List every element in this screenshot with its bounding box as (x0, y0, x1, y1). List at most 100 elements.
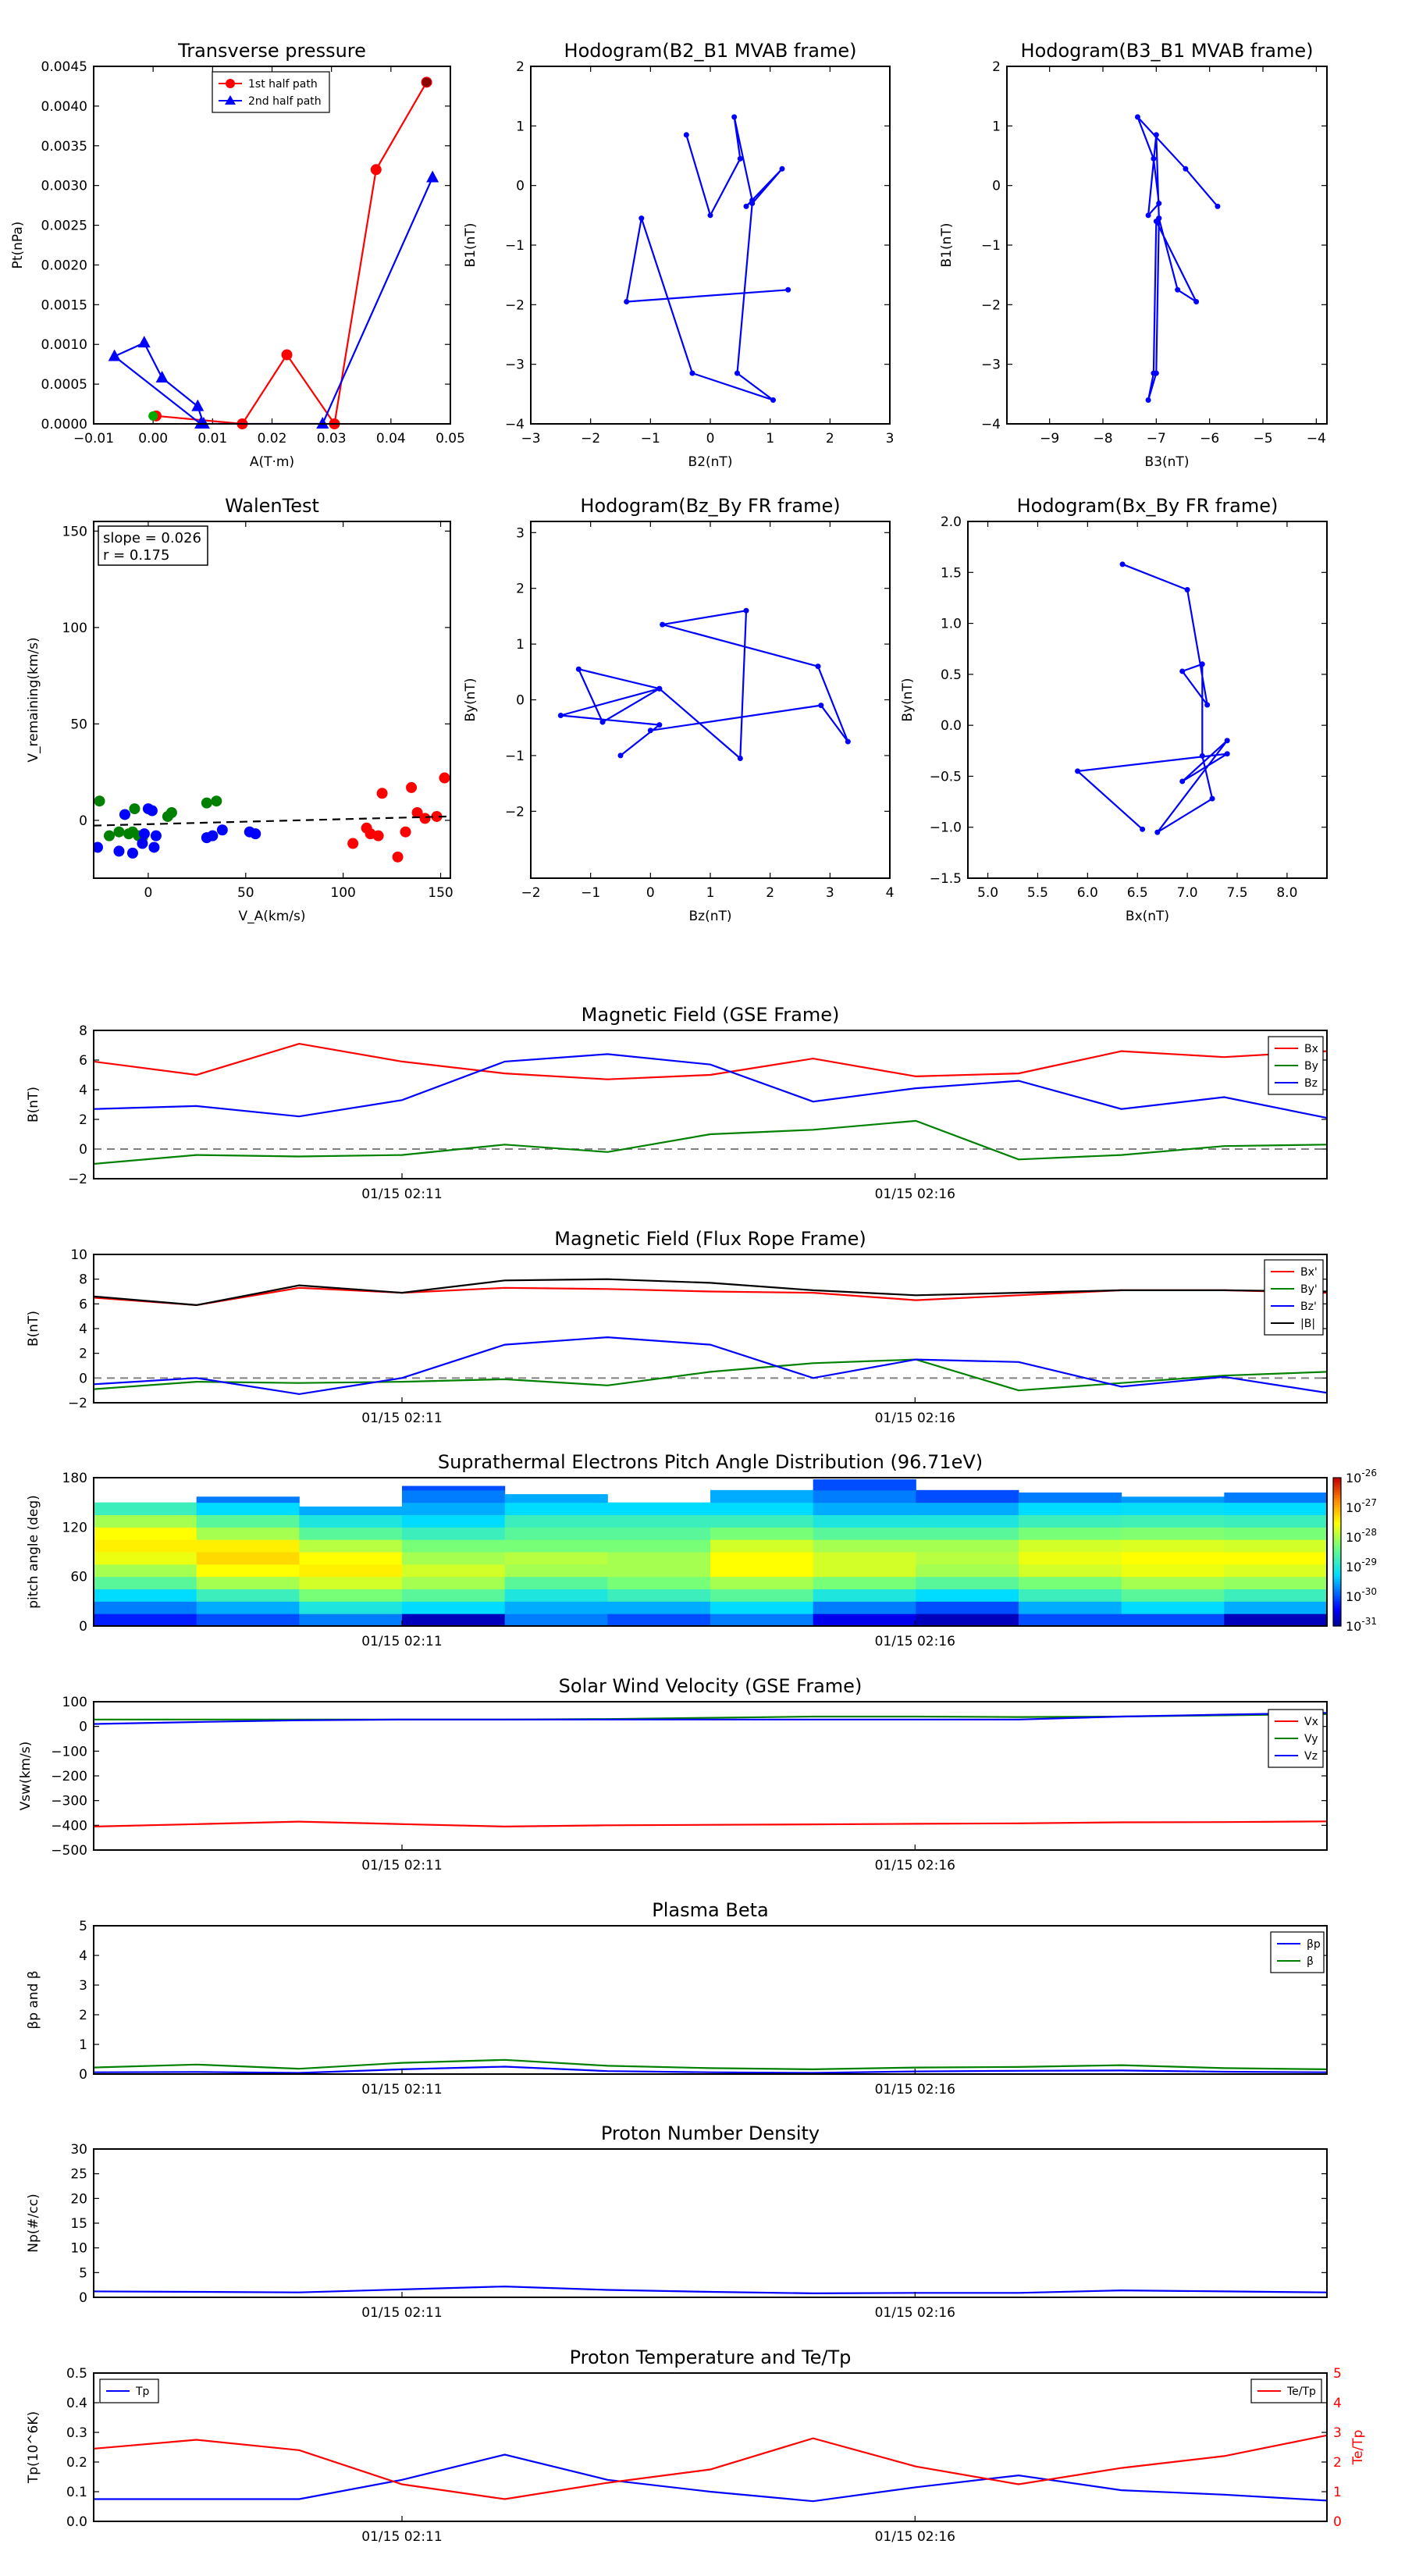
colorbar-label: 10-30 (1346, 1586, 1377, 1604)
heatmap-cell (1121, 1601, 1225, 1614)
series-line (94, 1712, 1327, 1725)
time-tick-label: 01/15 02:11 (361, 2082, 442, 2097)
y-axis-label: B(nT) (26, 1311, 41, 1347)
heatmap-cell (607, 1564, 711, 1578)
y-tick-label: 1.5 (941, 565, 962, 581)
heatmap-cell (916, 1614, 1019, 1627)
heatmap-cell (299, 1514, 403, 1528)
heatmap-cell (607, 1552, 711, 1565)
heatmap-cell (710, 1539, 814, 1553)
colorbar-cell (1333, 1618, 1341, 1622)
colorbar-exponent: -28 (1361, 1527, 1377, 1538)
x-tick-label: 0.04 (376, 431, 406, 447)
data-point (376, 788, 388, 799)
heatmap-cell (196, 1601, 300, 1614)
y-tick-label: 5 (79, 1919, 87, 1934)
series-line (94, 2058, 1327, 2071)
y-axis-label: Vsw(km/s) (18, 1742, 34, 1811)
data-point (281, 349, 293, 361)
heatmap-cell (504, 1527, 608, 1540)
chart-title: Hodogram(Bz_By FR frame) (580, 495, 840, 517)
colorbar-cell (1333, 1478, 1341, 1481)
data-point (1151, 155, 1157, 162)
colorbar-cell (1333, 1519, 1341, 1523)
heatmap-cell (504, 1601, 608, 1614)
plot-border (530, 521, 891, 879)
chart-pad: Suprathermal Electrons Pitch Angle Distr… (26, 1451, 1377, 1649)
plot-border (93, 521, 451, 879)
y-tick-label: 0 (516, 179, 525, 194)
colorbar-cell (1333, 1606, 1341, 1610)
data-point (1179, 668, 1186, 674)
heatmap-cell (813, 1589, 916, 1602)
heatmap-cell (607, 1614, 711, 1627)
colorbar-label: 10-28 (1346, 1527, 1377, 1545)
heatmap-cell (813, 1601, 916, 1614)
y-tick-label: 0 (79, 2067, 87, 2083)
colorbar-cell (1333, 1537, 1341, 1540)
heatmap-cell (1121, 1527, 1225, 1540)
y-tick-label: 4 (79, 1083, 87, 1098)
colorbar-cell (1333, 1507, 1341, 1510)
colorbar-cell (1333, 1539, 1341, 1542)
y-tick-label: −0.5 (930, 769, 962, 785)
legend-label: Vz (1304, 1750, 1318, 1763)
heatmap-cell (916, 1527, 1019, 1540)
data-point (1134, 114, 1140, 120)
heatmap-cell (710, 1552, 814, 1565)
x-tick-label: 2 (766, 885, 774, 901)
chart-title: Proton Number Density (601, 2122, 820, 2144)
series-line (94, 1358, 1327, 1392)
data-point (617, 753, 624, 759)
y-tick-label: 3 (516, 525, 525, 541)
chart-transverse_pressure: Transverse pressure 0.0000 0.0005 0.0010 0.0… (10, 40, 465, 470)
y-tick-label: −1.0 (930, 820, 962, 836)
heatmap-cell (710, 1564, 814, 1578)
heatmap-cell (1224, 1502, 1328, 1515)
data-point (689, 370, 695, 376)
heatmap-cell (94, 1539, 197, 1553)
y-tick-label: −2 (505, 804, 525, 820)
colorbar-exponent: -27 (1361, 1497, 1377, 1508)
x-tick-label: 0 (706, 431, 715, 447)
data-point (1199, 661, 1205, 667)
data-point (1183, 165, 1189, 172)
colorbar-label: 10-26 (1346, 1468, 1377, 1485)
y-tick-label: 2 (79, 1347, 87, 1362)
y-tick-label: 0.0005 (41, 377, 87, 393)
x-tick-label: 50 (237, 885, 254, 901)
x-tick-label: −7 (1147, 431, 1166, 447)
x-tick-label: 5.5 (1027, 885, 1048, 901)
y-tick-label: −1 (981, 238, 1001, 254)
chart-mag_gse: Magnetic Field (GSE Frame) −2 0 2 4 6 8 B(nT) 01… (26, 1004, 1328, 1202)
y-axis-label: B1(nT) (939, 223, 955, 268)
y-tick-label: −4 (981, 417, 1001, 432)
time-tick-label: 01/15 02:11 (361, 2529, 442, 2545)
plot-border (1006, 66, 1328, 425)
y-tick-label: 0.2 (66, 2455, 87, 2471)
colorbar-cell (1333, 1522, 1341, 1525)
chart-mag_fr: Magnetic Field (Flux Rope Frame) −2 0 2 4 6 8 1… (26, 1228, 1328, 1426)
heatmap-cell (504, 1552, 608, 1565)
x-tick-label: 7.5 (1226, 885, 1247, 901)
colorbar-cell (1333, 1557, 1341, 1560)
x-tick-label: −5 (1253, 431, 1272, 447)
colorbar-cell (1333, 1589, 1341, 1592)
data-point (113, 826, 125, 838)
y-tick-label: −2 (505, 297, 525, 313)
heatmap-cell (916, 1601, 1019, 1614)
y-tick-label: −500 (51, 1843, 87, 1859)
colorbar-cell (1333, 1525, 1341, 1528)
x-tick-label: 1 (766, 431, 774, 447)
heatmap-cell (299, 1564, 403, 1578)
data-point (1179, 778, 1186, 785)
colorbar-cell (1333, 1552, 1341, 1555)
colorbar-label: 10-29 (1346, 1557, 1377, 1574)
heatmap-cell (1224, 1614, 1328, 1627)
data-point (1224, 751, 1230, 757)
heatmap-cell (196, 1539, 300, 1553)
x-axis-label: B2(nT) (688, 454, 733, 470)
data-point (126, 826, 138, 838)
heatmap-cell (710, 1601, 814, 1614)
heatmap-cell (402, 1589, 506, 1602)
